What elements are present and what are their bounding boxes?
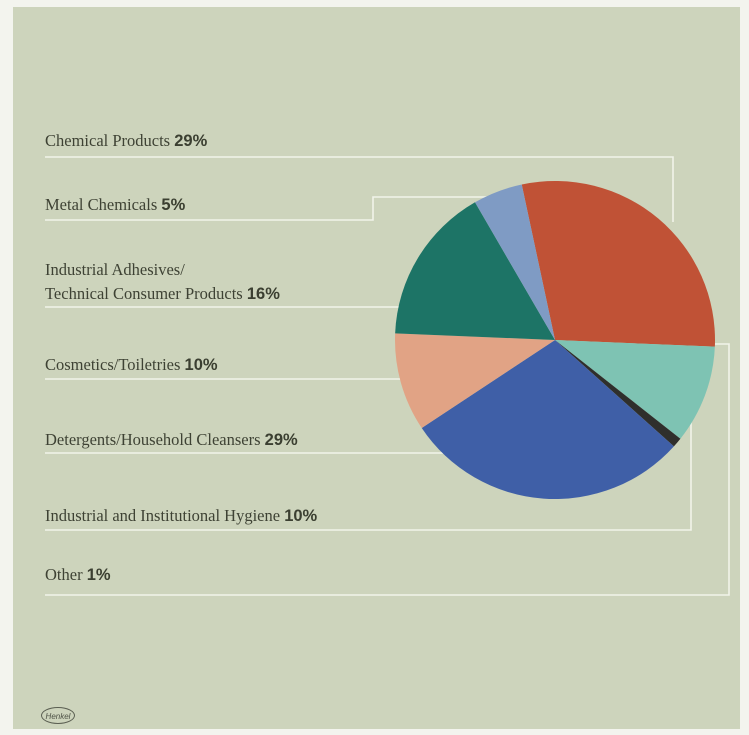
percent-detergents-household-cleansers: 29% bbox=[265, 431, 298, 449]
pie-slice-cosmetics-toiletries bbox=[394, 333, 555, 428]
pie-slices bbox=[394, 180, 716, 499]
pie-slice-industrial-and-institutional-hygiene bbox=[555, 340, 715, 439]
leader-line-industrial-and-institutional-hygiene bbox=[45, 403, 692, 531]
percent-industrial-and-institutional-hygiene: 10% bbox=[284, 507, 317, 525]
label-cosmetics-toiletries: Cosmetics/Toiletries 10% bbox=[45, 355, 218, 374]
label-industrial-adhesives: Industrial Adhesives/Technical Consumer … bbox=[45, 260, 280, 303]
percent-other: 1% bbox=[87, 566, 111, 584]
pie-slice-other bbox=[555, 340, 681, 447]
slice-labels: Chemical Products 29% Metal Chemicals 5% I… bbox=[45, 131, 318, 584]
leader-line-metal-chemicals bbox=[45, 196, 488, 221]
label-other: Other 1% bbox=[45, 565, 111, 584]
label-metal-chemicals: Metal Chemicals 5% bbox=[45, 195, 186, 214]
pie-slice-industrial-adhesives bbox=[395, 202, 555, 340]
percent-metal-chemicals: 5% bbox=[161, 196, 185, 214]
pie-slice-metal-chemicals bbox=[475, 184, 555, 340]
percent-industrial-adhesives: 16% bbox=[247, 285, 280, 303]
label-industrial-and-institutional-hygiene: Industrial and Institutional Hygiene 10% bbox=[45, 506, 318, 525]
label-line-1: Industrial Adhesives/ bbox=[45, 260, 185, 279]
chart-panel: Chemical Products 29% Metal Chemicals 5% I… bbox=[13, 7, 740, 729]
leader-line-other bbox=[45, 343, 730, 596]
pie-slice-detergents-household-cleansers bbox=[421, 340, 674, 499]
pie-slice-chemical-products bbox=[521, 180, 716, 347]
label-line-2: Technical Consumer Products bbox=[45, 284, 247, 303]
pie-chart: Chemical Products 29% Metal Chemicals 5% I… bbox=[45, 131, 730, 596]
leader-lines bbox=[45, 156, 730, 596]
percent-chemical-products: 29% bbox=[174, 132, 207, 150]
henkel-logo: Henkel bbox=[41, 707, 75, 724]
leader-line-chemical-products bbox=[45, 156, 674, 222]
percent-cosmetics-toiletries: 10% bbox=[185, 356, 218, 374]
label-chemical-products: Chemical Products 29% bbox=[45, 131, 208, 150]
label-detergents-household-cleansers: Detergents/Household Cleansers 29% bbox=[45, 430, 298, 449]
